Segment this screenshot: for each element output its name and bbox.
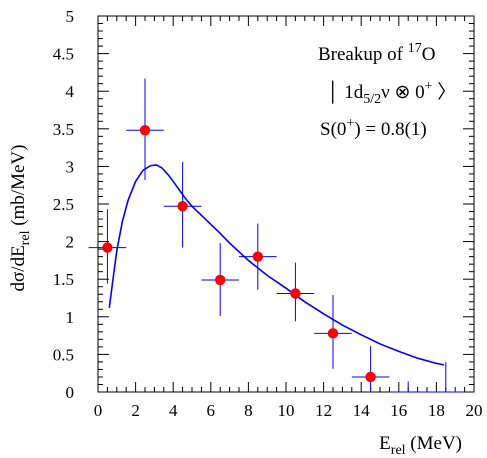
- y-tick-label: 0: [66, 383, 75, 402]
- data-point: [389, 381, 427, 393]
- data-marker: [290, 288, 301, 299]
- theory-curve: [108, 164, 445, 366]
- x-tick-label: 16: [390, 401, 407, 420]
- data-marker: [102, 242, 113, 253]
- y-tick-label: 2.5: [53, 195, 74, 214]
- data-point: [163, 161, 202, 248]
- y-tick-label: 3.5: [53, 120, 74, 139]
- x-tick-label: 14: [353, 401, 371, 420]
- x-tick-label: 2: [131, 401, 140, 420]
- plot-frame: [97, 15, 475, 393]
- data-marker: [252, 251, 263, 262]
- data-point: [126, 78, 164, 180]
- data-marker: [215, 274, 226, 286]
- annotation-breakup: Breakup of 17O: [318, 41, 435, 65]
- data-point: [239, 223, 277, 290]
- x-tick-label: 10: [278, 401, 295, 420]
- data-marker: [327, 328, 339, 339]
- y-tick-label: 1: [66, 308, 75, 327]
- y-tick-label: 5: [66, 7, 75, 26]
- data-point: [276, 262, 315, 322]
- x-tick-label: 8: [244, 401, 253, 420]
- annotation-state: │ 1d5/2ν ⊗ 0+ 〉: [326, 79, 456, 107]
- data-point: [201, 243, 239, 317]
- data-point: [427, 361, 465, 393]
- data-marker: [139, 125, 151, 136]
- x-tick-label: 0: [94, 401, 103, 420]
- y-tick-label: 4: [66, 82, 75, 101]
- data-point: [88, 209, 127, 284]
- y-tick-label: 3: [66, 157, 75, 176]
- annotation-spectroscopic-factor: S(0+) = 0.8(1): [320, 116, 427, 140]
- data-point: [351, 346, 390, 392]
- x-tick-label: 18: [428, 401, 445, 420]
- y-tick-label: 0.5: [53, 345, 74, 364]
- x-tick-label: 12: [315, 401, 332, 420]
- y-tick-label: 2: [66, 233, 75, 252]
- y-tick-label: 4.5: [53, 45, 74, 64]
- data-marker: [365, 371, 376, 383]
- y-tick-label: 1.5: [53, 270, 74, 289]
- x-axis-label: Erel (MeV): [379, 433, 462, 458]
- data-point: [314, 294, 352, 369]
- y-axis-label: dσ/dErel (mb/MeV): [8, 145, 33, 292]
- x-tick-label: 6: [207, 401, 216, 420]
- x-tick-label: 20: [466, 401, 483, 420]
- x-tick-label: 4: [169, 401, 178, 420]
- data-marker: [177, 201, 188, 212]
